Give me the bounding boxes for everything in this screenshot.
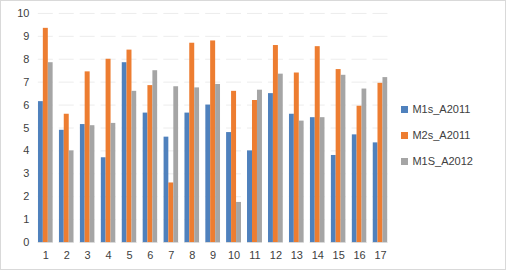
- svg-text:1: 1: [43, 249, 49, 261]
- svg-text:3: 3: [85, 249, 91, 261]
- svg-text:10: 10: [228, 249, 240, 261]
- svg-text:15: 15: [333, 249, 345, 261]
- svg-text:12: 12: [270, 249, 282, 261]
- svg-text:2: 2: [23, 190, 29, 202]
- svg-text:16: 16: [353, 249, 365, 261]
- html-text:M1S_A2012: M1S_A2012: [412, 155, 473, 167]
- svg-text:11: 11: [249, 249, 260, 261]
- svg-text:5: 5: [126, 249, 132, 261]
- svg-text:7: 7: [23, 76, 29, 88]
- html-text:M1s_A2011: M1s_A2011: [412, 103, 471, 115]
- svg-text:9: 9: [210, 249, 216, 261]
- svg-text:4: 4: [23, 144, 29, 156]
- svg-text:6: 6: [147, 249, 153, 261]
- svg-text:8: 8: [189, 249, 195, 261]
- svg-text:8: 8: [23, 53, 29, 65]
- svg-text:7: 7: [168, 249, 174, 261]
- svg-text:17: 17: [374, 249, 386, 261]
- html-text:M2s_A2011: M2s_A2011: [412, 129, 471, 141]
- svg-text:14: 14: [312, 249, 324, 261]
- svg-text:10: 10: [17, 7, 29, 19]
- svg-text:2: 2: [64, 249, 70, 261]
- svg-text:6: 6: [23, 99, 29, 111]
- svg-text:13: 13: [291, 249, 303, 261]
- svg-text:1: 1: [23, 213, 29, 225]
- svg-text:9: 9: [23, 30, 29, 42]
- svg-text:4: 4: [106, 249, 112, 261]
- svg-text:5: 5: [23, 121, 29, 133]
- svg-text:3: 3: [23, 167, 29, 179]
- svg-text:0: 0: [23, 236, 29, 248]
